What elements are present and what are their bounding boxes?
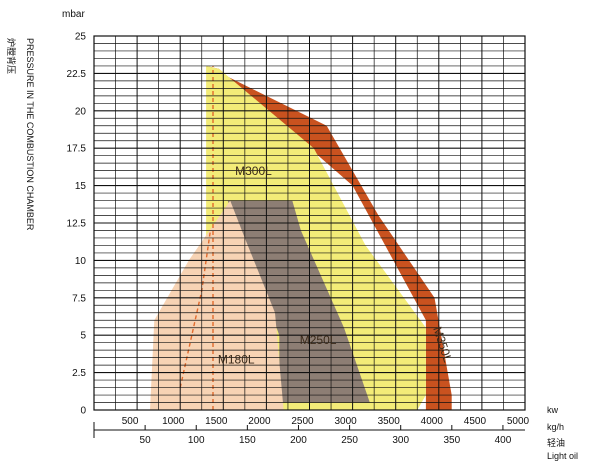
label-m180l: M180L: [218, 353, 255, 367]
x-tick-label-kw: 2500: [291, 416, 314, 427]
area-m250l: [227, 200, 370, 403]
y-tick-label: 0: [80, 406, 86, 417]
x-unit-kgh: kg/h: [547, 422, 564, 432]
x-tick-label-kgh: 350: [443, 435, 460, 446]
area-m350l: [206, 65, 452, 411]
x-tick-label-kgh: 250: [341, 435, 358, 446]
y-tick-label: 20: [75, 106, 87, 117]
y-axis-title: PRESSURE IN THE COMBUSTION CHAMBER: [25, 38, 35, 231]
x-tick-label-kgh: 300: [392, 435, 409, 446]
y-tick-label: 15: [75, 181, 87, 192]
x-unit-kw: kw: [547, 405, 559, 415]
y-tick-label: 17.5: [67, 144, 87, 155]
y-axis-title-chinese: 炉膛背压: [6, 38, 17, 74]
x-tick-label-kgh: 200: [290, 435, 307, 446]
x-tick-label-kw: 1000: [162, 416, 185, 427]
y-tick-label: 7.5: [72, 293, 86, 304]
x-tick-label-kw: 1500: [205, 416, 228, 427]
chart-grid: [93, 35, 526, 438]
x-tick-labels-kgh: 50 100 150 200 250 300 350 400: [140, 425, 512, 446]
plot-frame: [93, 35, 526, 411]
x-unit-fuel-chinese: 轻油: [547, 437, 565, 448]
x-tick-label-kgh: 150: [239, 435, 256, 446]
y-tick-label: 22.5: [67, 69, 87, 80]
y-tick-label: 2.5: [72, 368, 86, 379]
label-m250l: M250L: [300, 333, 337, 347]
y-tick-label: 5: [80, 331, 86, 342]
x-tick-label-kgh: 50: [140, 435, 152, 446]
y-tick-label: 12.5: [67, 219, 87, 230]
x-tick-label-kgh: 400: [495, 435, 512, 446]
x-tick-labels-kw: 500 1000 1500 2000 2500 3000 3500 4000 4500 5000: [122, 416, 530, 427]
y-unit-label: mbar: [62, 9, 85, 20]
x-tick-label-kw: 500: [122, 416, 139, 427]
y-tick-label: 25: [75, 32, 87, 43]
x-tick-label-kw: 4500: [464, 416, 487, 427]
y-tick-labels: 0 2.5 5 7.5 10 12.5 15 17.5 20 22.5 25: [67, 32, 87, 417]
x-tick-label-kgh: 100: [188, 435, 205, 446]
x-tick-label-kw: 5000: [507, 416, 530, 427]
x-tick-label-kw: 3000: [334, 416, 357, 427]
x-tick-label-kw: 3500: [378, 416, 401, 427]
label-m300l: M300L: [235, 164, 272, 178]
x-tick-label-kw: 4000: [421, 416, 444, 427]
x-tick-label-kw: 2000: [248, 416, 271, 427]
y-tick-label: 10: [75, 256, 87, 267]
x-unit-fuel: Light oil: [547, 451, 578, 461]
